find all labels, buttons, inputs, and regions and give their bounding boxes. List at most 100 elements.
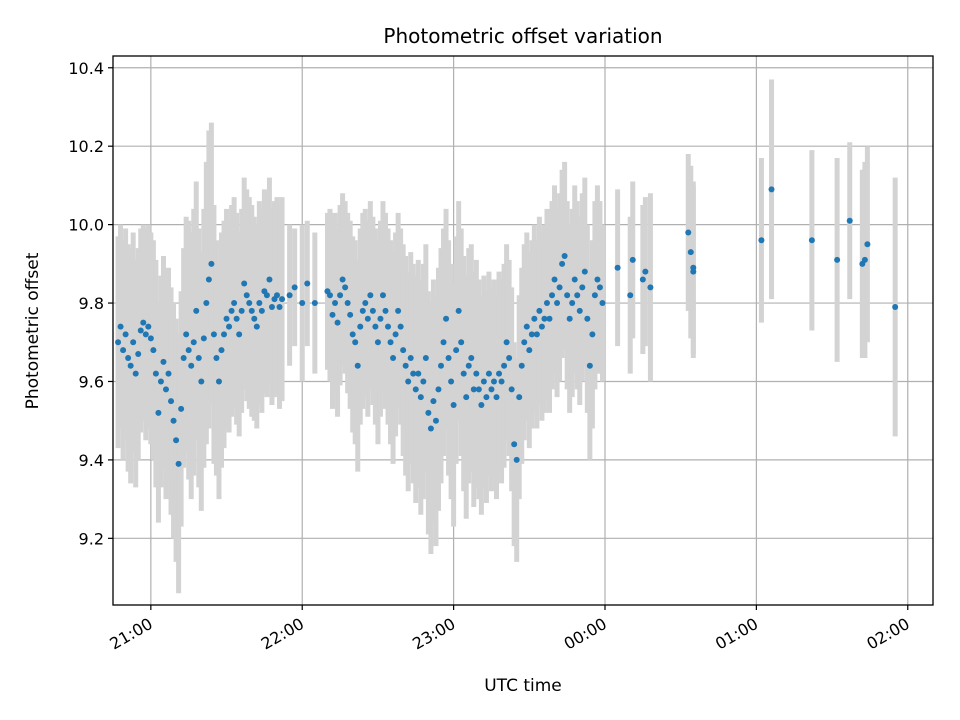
data-point (369, 307, 376, 314)
data-point (551, 276, 558, 283)
data-point (185, 347, 192, 354)
data-point (475, 386, 482, 393)
data-point (589, 331, 596, 338)
data-point (377, 315, 384, 322)
data-point (596, 284, 603, 291)
data-point (258, 307, 265, 314)
data-point (352, 339, 359, 346)
data-point (586, 362, 593, 369)
data-point (329, 311, 336, 318)
data-point (208, 260, 215, 267)
data-point (168, 398, 175, 405)
data-point (397, 323, 404, 330)
data-point (170, 417, 177, 424)
data-point (132, 370, 139, 377)
y-tick-label: 10.0 (68, 216, 104, 235)
data-point (190, 339, 197, 346)
data-point (561, 252, 568, 259)
data-point (892, 303, 899, 310)
data-point (213, 354, 220, 361)
data-point (569, 300, 576, 307)
data-point (188, 362, 195, 369)
data-point (226, 323, 233, 330)
data-point (427, 425, 434, 432)
data-point (274, 292, 280, 299)
data-point (584, 315, 591, 322)
data-point (808, 237, 815, 244)
data-point (554, 300, 561, 307)
data-point (834, 256, 841, 263)
data-point (349, 331, 356, 338)
data-point (642, 268, 649, 275)
data-point (614, 264, 621, 271)
data-point (210, 331, 217, 338)
data-point (627, 292, 634, 299)
y-axis-ticks: 9.2 9.4 9.6 9.8 10.0 10.2 10.4 (68, 59, 113, 548)
data-point (546, 315, 553, 322)
data-point (417, 394, 424, 401)
data-point (304, 280, 311, 287)
data-point (501, 362, 508, 369)
data-point (392, 331, 399, 338)
data-point (152, 370, 159, 377)
data-point (581, 268, 588, 275)
data-point (526, 347, 533, 354)
data-point (362, 300, 369, 307)
data-point (241, 280, 248, 287)
y-tick-label: 9.6 (79, 372, 104, 391)
data-point (458, 339, 465, 346)
data-point (478, 402, 485, 409)
data-point (291, 284, 298, 291)
data-point (521, 339, 528, 346)
data-point (286, 292, 293, 299)
data-point (407, 354, 414, 361)
data-point (395, 307, 402, 314)
data-point (238, 307, 245, 314)
data-point (276, 303, 283, 310)
data-point (768, 186, 775, 193)
data-point (425, 409, 432, 416)
data-point (594, 276, 601, 283)
data-point (523, 323, 530, 330)
data-point (183, 331, 190, 338)
data-point (528, 331, 535, 338)
data-point (299, 300, 306, 307)
data-point (364, 315, 371, 322)
data-point (145, 323, 152, 330)
data-point (137, 327, 144, 334)
data-point (233, 315, 240, 322)
data-point (140, 319, 147, 326)
y-tick-label: 10.2 (68, 137, 104, 156)
data-point (160, 358, 167, 365)
data-point (248, 307, 255, 314)
data-point (758, 237, 765, 244)
data-point (846, 217, 853, 224)
data-point (157, 378, 164, 385)
data-point (198, 378, 205, 385)
data-point (387, 339, 394, 346)
data-point (864, 241, 871, 248)
data-point (357, 323, 364, 330)
data-point (228, 307, 235, 314)
data-point (122, 331, 129, 338)
data-point (266, 276, 273, 283)
data-point (559, 260, 566, 267)
data-point (195, 354, 202, 361)
data-point (453, 347, 460, 354)
data-point (498, 378, 505, 385)
data-point (385, 323, 392, 330)
data-point (513, 456, 520, 463)
data-point (571, 276, 578, 283)
data-point (488, 386, 495, 393)
data-points (115, 186, 899, 467)
data-point (432, 417, 439, 424)
data-point (200, 335, 207, 342)
data-point (180, 354, 187, 361)
data-point (382, 307, 389, 314)
data-point (279, 296, 286, 303)
data-point (251, 315, 258, 322)
data-point (339, 276, 346, 283)
data-point (574, 292, 581, 299)
data-point (639, 276, 646, 283)
